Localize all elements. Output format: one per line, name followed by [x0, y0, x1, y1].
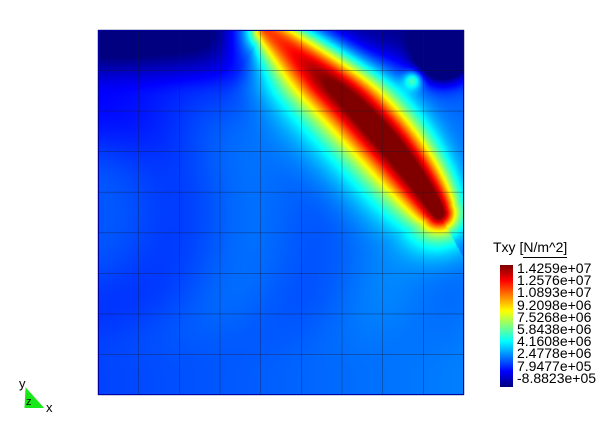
svg-text:x: x: [46, 400, 53, 415]
svg-text:z: z: [26, 396, 32, 408]
svg-text:y: y: [19, 376, 26, 391]
